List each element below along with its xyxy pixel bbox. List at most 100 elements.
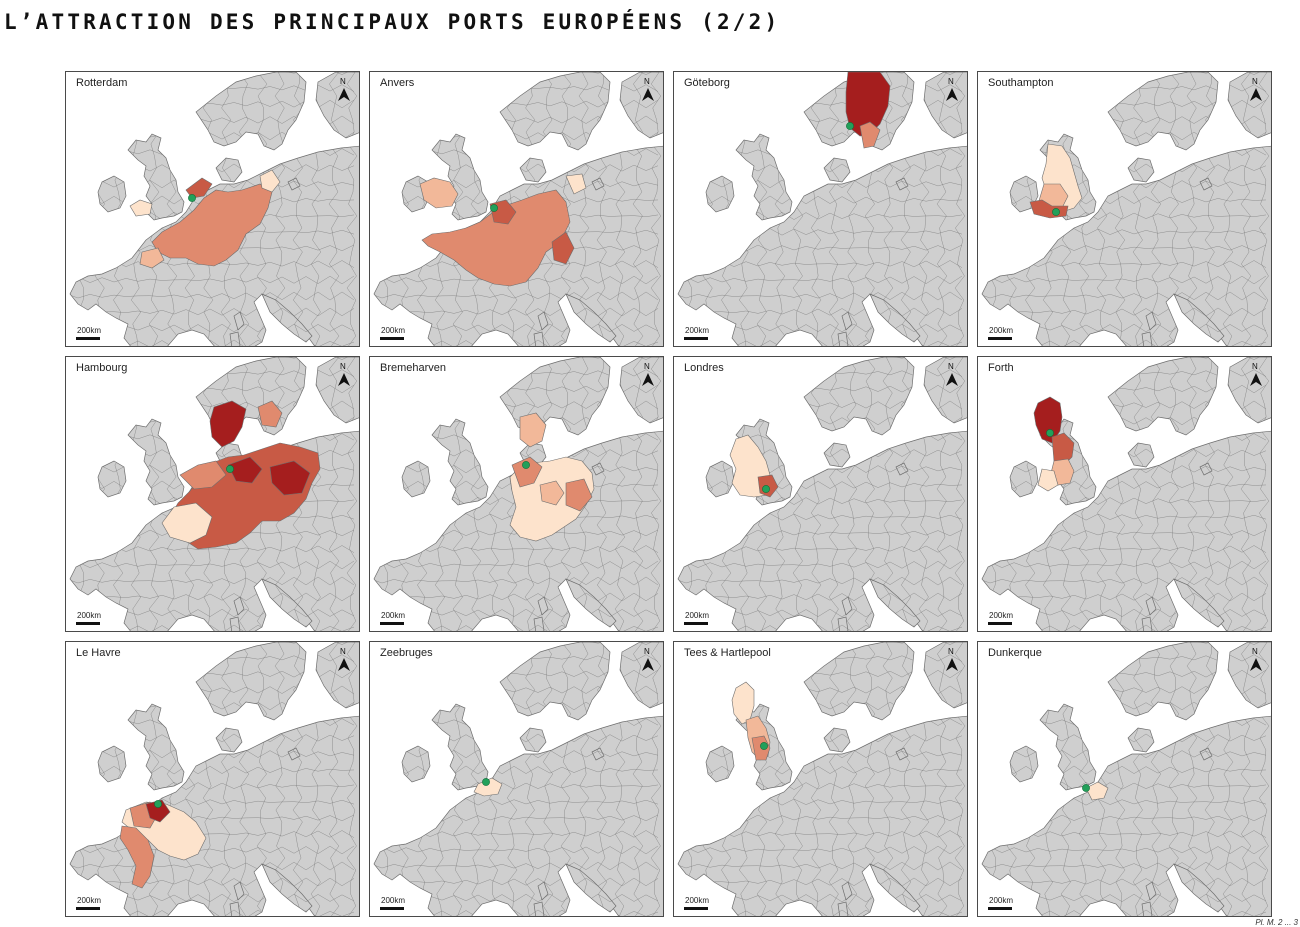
north-arrow-icon: N bbox=[945, 362, 959, 391]
port-marker[interactable] bbox=[226, 465, 234, 473]
land-italy bbox=[1173, 293, 1225, 343]
land-corsica bbox=[841, 596, 853, 616]
scale-bar: 200km bbox=[76, 326, 106, 340]
map-panel-forth[interactable]: Forth N 200km bbox=[977, 356, 1272, 632]
panel-label: Rotterdam bbox=[76, 77, 128, 89]
scale-bar: 200km bbox=[76, 896, 106, 910]
panel-label: Bremeharven bbox=[380, 362, 447, 374]
north-arrow-icon: N bbox=[1249, 77, 1263, 106]
scale-bar: 200km bbox=[380, 611, 410, 625]
land-corsica bbox=[841, 881, 853, 901]
land-italy bbox=[869, 863, 921, 913]
land-ireland bbox=[97, 745, 127, 783]
north-arrow-icon: N bbox=[641, 362, 655, 391]
map-canvas bbox=[674, 357, 967, 631]
land-italy bbox=[869, 578, 921, 628]
port-marker[interactable] bbox=[1082, 784, 1090, 792]
base-land bbox=[373, 642, 663, 916]
port-marker[interactable] bbox=[1052, 208, 1060, 216]
map-panel-goteborg[interactable]: Göteborg N 200km bbox=[673, 71, 968, 347]
hinterland-regions bbox=[129, 169, 281, 269]
panel-label: Southampton bbox=[988, 77, 1054, 89]
port-marker[interactable] bbox=[1046, 429, 1054, 437]
hinterland-region-class_2 bbox=[419, 177, 459, 209]
land-corsica bbox=[1145, 881, 1157, 901]
hinterland-regions bbox=[845, 72, 891, 149]
hinterland-region-class_4 bbox=[551, 231, 575, 265]
hinterland-region-class_5 bbox=[209, 400, 247, 448]
north-arrow-icon: N bbox=[1249, 362, 1263, 391]
port-marker[interactable] bbox=[762, 485, 770, 493]
panel-label: Londres bbox=[684, 362, 724, 374]
scale-bar: 200km bbox=[988, 896, 1018, 910]
map-panel-londres[interactable]: Londres N 200km bbox=[673, 356, 968, 632]
land-corsica bbox=[1145, 311, 1157, 331]
north-arrow-icon: N bbox=[1249, 647, 1263, 676]
map-canvas bbox=[978, 357, 1271, 631]
port-marker[interactable] bbox=[188, 194, 196, 202]
hinterland-regions bbox=[473, 777, 503, 797]
map-canvas bbox=[370, 357, 663, 631]
port-marker[interactable] bbox=[154, 800, 162, 808]
hinterland-region-class_1 bbox=[473, 777, 503, 797]
land-italy bbox=[261, 293, 313, 343]
map-canvas bbox=[978, 642, 1271, 916]
hinterland-region-class_3 bbox=[119, 825, 155, 889]
north-arrow-icon: N bbox=[641, 647, 655, 676]
map-panel-hambourg[interactable]: Hambourg N 200km bbox=[65, 356, 360, 632]
port-marker[interactable] bbox=[490, 204, 498, 212]
north-arrow-icon: N bbox=[641, 77, 655, 106]
land-uk bbox=[431, 418, 489, 506]
map-panel-le-havre[interactable]: Le Havre N 200km bbox=[65, 641, 360, 917]
map-canvas bbox=[66, 72, 359, 346]
land-continent bbox=[677, 430, 967, 631]
panel-label: Zeebruges bbox=[380, 647, 433, 659]
credit-note: Pl. M. 2 ... 3 bbox=[1255, 918, 1298, 927]
hinterland-region-class_1 bbox=[259, 169, 281, 193]
map-panel-dunkerque[interactable]: Dunkerque N 200km bbox=[977, 641, 1272, 917]
map-panel-bremeharven[interactable]: Bremeharven N 200km bbox=[369, 356, 664, 632]
map-panel-tees-hartlepool[interactable]: Tees & Hartlepool N 200km bbox=[673, 641, 968, 917]
land-ireland bbox=[705, 175, 735, 213]
land-ireland bbox=[705, 745, 735, 783]
hinterland-regions bbox=[1029, 143, 1083, 219]
port-marker[interactable] bbox=[760, 742, 768, 750]
hinterland-regions bbox=[1033, 396, 1075, 492]
panel-label: Forth bbox=[988, 362, 1014, 374]
port-marker[interactable] bbox=[846, 122, 854, 130]
land-ireland bbox=[705, 460, 735, 498]
map-canvas bbox=[674, 642, 967, 916]
north-arrow-icon: N bbox=[337, 77, 351, 106]
port-marker[interactable] bbox=[522, 461, 530, 469]
panel-label: Göteborg bbox=[684, 77, 730, 89]
land-sardinia bbox=[1141, 616, 1153, 631]
map-panel-rotterdam[interactable]: Rotterdam N 200km bbox=[65, 71, 360, 347]
hinterland-region-class_3 bbox=[179, 460, 227, 490]
map-panel-anvers[interactable]: Anvers N 200km bbox=[369, 71, 664, 347]
panel-label: Dunkerque bbox=[988, 647, 1042, 659]
scale-bar: 200km bbox=[380, 326, 410, 340]
land-corsica bbox=[537, 881, 549, 901]
land-sardinia bbox=[533, 616, 545, 631]
land-corsica bbox=[537, 596, 549, 616]
map-panel-southampton[interactable]: Southampton N 200km bbox=[977, 71, 1272, 347]
hinterland-region-class_3 bbox=[257, 400, 283, 428]
map-panel-zeebruges[interactable]: Zeebruges N 200km bbox=[369, 641, 664, 917]
land-sardinia bbox=[533, 331, 545, 346]
panel-label: Le Havre bbox=[76, 647, 121, 659]
hinterland-region-class_3 bbox=[421, 189, 571, 287]
land-corsica bbox=[233, 596, 245, 616]
land-sardinia bbox=[837, 616, 849, 631]
land-continent bbox=[981, 430, 1271, 631]
land-sardinia bbox=[1141, 901, 1153, 916]
scale-bar: 200km bbox=[76, 611, 106, 625]
land-italy bbox=[1173, 863, 1225, 913]
hinterland-region-class_1 bbox=[129, 199, 153, 217]
land-uk bbox=[735, 133, 793, 221]
land-ireland bbox=[1009, 460, 1039, 498]
land-continent bbox=[981, 145, 1271, 346]
land-corsica bbox=[1145, 596, 1157, 616]
port-marker[interactable] bbox=[482, 778, 490, 786]
hinterland-regions bbox=[119, 799, 207, 889]
